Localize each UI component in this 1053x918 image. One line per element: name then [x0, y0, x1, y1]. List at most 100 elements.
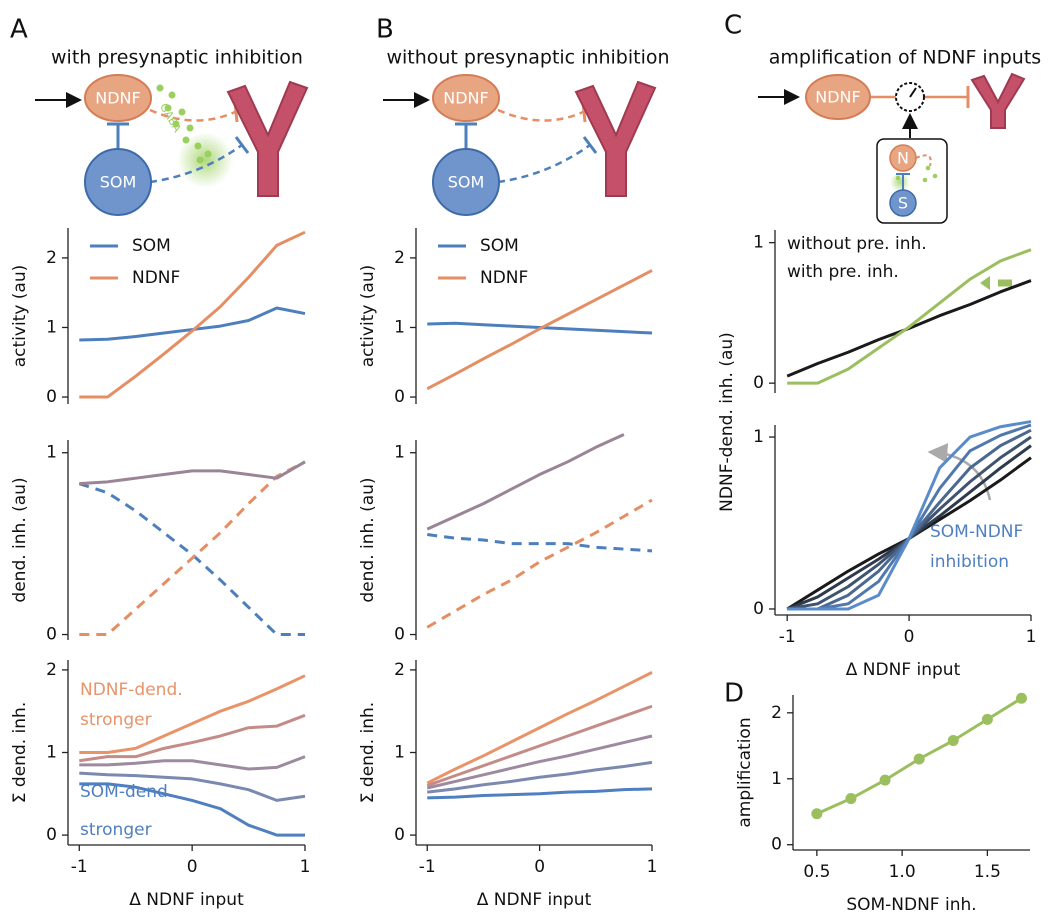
- data-point: [811, 808, 823, 820]
- y-tick-label: 1: [771, 769, 782, 789]
- y-tick-label: 0: [46, 387, 57, 407]
- series-line: [787, 248, 1032, 385]
- x-tick-label: -1: [779, 627, 796, 647]
- node-label: SOM: [448, 173, 485, 192]
- annotation: stronger: [80, 820, 152, 840]
- x-axis-label: Δ NDNF input: [129, 890, 244, 910]
- x-tick-label: 1.5: [974, 862, 1001, 882]
- panel-title: with presynaptic inhibition: [51, 47, 303, 69]
- data-point: [947, 735, 959, 747]
- panel-label: B: [376, 15, 394, 45]
- node-label: N: [897, 149, 909, 168]
- series-line: [427, 533, 653, 553]
- legend-label: with pre. inh.: [787, 262, 899, 282]
- data-point: [913, 753, 925, 765]
- data-point: [981, 713, 993, 725]
- y-tick-label: 2: [771, 703, 782, 723]
- y-axis-label: amplification: [735, 717, 755, 827]
- series-line: [426, 498, 653, 629]
- series-line: [787, 420, 1032, 611]
- annotation: NDNF-dend.: [80, 680, 183, 700]
- schematic-a: NDNF SOM GABA: [35, 74, 309, 216]
- x-tick-label: -1: [419, 857, 436, 877]
- legend-label: without pre. inh.: [787, 234, 927, 254]
- x-tick-label: 0: [534, 857, 545, 877]
- y-tick-label: 2: [46, 660, 57, 680]
- series-line: [787, 428, 1032, 611]
- x-tick-label: 1: [647, 857, 658, 877]
- legend-label: SOM: [480, 236, 519, 256]
- y-axis-label: dend. inh. (au): [358, 477, 378, 602]
- y-axis-label: Σ dend. inh.: [10, 702, 30, 803]
- y-axis-label: dend. inh. (au): [10, 477, 30, 602]
- schematic-b: NDNF SOM: [383, 74, 657, 216]
- x-tick-label: 0: [187, 857, 198, 877]
- series-line: [79, 674, 306, 754]
- node-label: S: [898, 194, 908, 213]
- y-tick-label: 0: [394, 625, 405, 645]
- annotation: SOM-dend.: [80, 782, 173, 802]
- series-line: [426, 433, 625, 531]
- y-tick-label: 0: [394, 825, 405, 845]
- y-tick-label: 1: [394, 443, 405, 463]
- annotation-arrow: [980, 276, 990, 290]
- legend-label: NDNF: [480, 268, 528, 288]
- series-line: [78, 482, 305, 637]
- y-tick-label: 2: [46, 248, 57, 268]
- y-tick-label: 0: [753, 373, 764, 393]
- data-point: [879, 774, 891, 786]
- y-tick-label: 1: [394, 743, 405, 763]
- legend-label: SOM: [132, 236, 171, 256]
- x-tick-label: 1.0: [889, 862, 916, 882]
- series-line: [427, 760, 653, 794]
- series-line: [787, 423, 1032, 611]
- panel-label: C: [724, 11, 742, 41]
- data-point: [845, 793, 857, 805]
- node-label: NDNF: [815, 88, 860, 107]
- series-line: [426, 671, 653, 785]
- x-axis-label: Δ NDNF input: [477, 890, 592, 910]
- y-axis-label: activity (au): [358, 265, 378, 368]
- panel-label: D: [724, 679, 744, 709]
- series-line: [79, 782, 305, 837]
- panel-title: without presynaptic inhibition: [386, 47, 669, 69]
- annotation: stronger: [80, 710, 152, 730]
- series-line: [426, 269, 653, 391]
- annotation-arrow: [927, 443, 992, 501]
- x-tick-label: 0.5: [803, 862, 830, 882]
- node-label: NDNF: [443, 89, 488, 108]
- series-line: [79, 460, 306, 637]
- x-tick-label: -1: [71, 857, 88, 877]
- y-axis-label: NDNF-dend. inh. (au): [717, 332, 737, 512]
- node-label: NDNF: [95, 89, 140, 108]
- series-line: [427, 787, 653, 800]
- y-tick-label: 1: [46, 443, 57, 463]
- y-axis-label: Σ dend. inh.: [358, 702, 378, 803]
- y-tick-label: 1: [753, 427, 764, 447]
- panel-title: amplification of NDNF inputs: [769, 47, 1041, 69]
- panel-label: A: [10, 15, 28, 45]
- y-tick-label: 1: [46, 743, 57, 763]
- annotation: inhibition: [930, 552, 1009, 572]
- annotation: SOM-NDNF: [930, 522, 1023, 542]
- series-line: [79, 460, 306, 486]
- legend-label: NDNF: [132, 268, 180, 288]
- schematic-c: NDNF N S: [758, 72, 1026, 224]
- y-tick-label: 0: [46, 825, 57, 845]
- series-line: [79, 230, 306, 399]
- data-point: [1015, 692, 1027, 704]
- y-axis-label: activity (au): [10, 265, 30, 368]
- y-tick-label: 0: [394, 387, 405, 407]
- series-line: [79, 771, 306, 802]
- series-line: [426, 704, 653, 787]
- y-tick-label: 0: [46, 625, 57, 645]
- series-line: [79, 306, 306, 342]
- series-line: [79, 755, 306, 771]
- x-tick-label: 1: [300, 857, 311, 877]
- y-tick-label: 1: [753, 233, 764, 253]
- x-axis-label: SOM-NDNF inh.: [846, 895, 976, 915]
- x-tick-label: 1: [1026, 627, 1037, 647]
- series-line: [426, 734, 653, 790]
- y-tick-label: 2: [394, 248, 405, 268]
